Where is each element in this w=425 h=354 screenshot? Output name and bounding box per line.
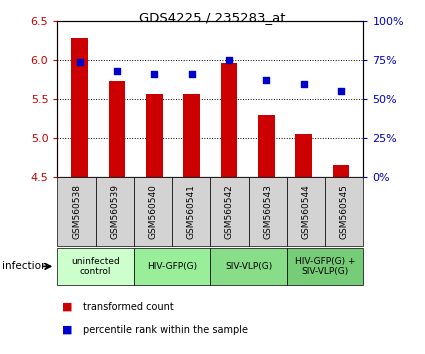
Text: GSM560544: GSM560544 (301, 184, 311, 239)
Bar (172, 177, 210, 246)
Bar (333, 165, 349, 177)
Text: infection: infection (2, 261, 48, 272)
Bar (210, 248, 287, 285)
Bar (71, 38, 88, 177)
Point (300, 81, 307, 86)
Text: ■: ■ (62, 302, 72, 312)
Text: GSM560540: GSM560540 (148, 184, 158, 239)
Bar (134, 177, 172, 246)
Point (151, 72, 158, 77)
Point (263, 78, 270, 83)
Bar (249, 177, 287, 246)
Point (337, 88, 344, 94)
Text: uninfected
control: uninfected control (71, 257, 120, 276)
Text: GSM560541: GSM560541 (187, 184, 196, 239)
Bar (287, 248, 363, 285)
Point (188, 72, 195, 77)
Text: GSM560545: GSM560545 (340, 184, 349, 239)
Bar (258, 115, 275, 177)
Bar (134, 248, 210, 285)
Bar (109, 81, 125, 177)
Text: GDS4225 / 235283_at: GDS4225 / 235283_at (139, 11, 286, 24)
Point (113, 68, 120, 74)
Bar (57, 177, 96, 246)
Text: GSM560542: GSM560542 (225, 184, 234, 239)
Text: SIV-VLP(G): SIV-VLP(G) (225, 262, 272, 271)
Bar (146, 95, 163, 177)
Bar (57, 248, 134, 285)
Bar (96, 177, 134, 246)
Bar (183, 95, 200, 177)
Bar (325, 177, 363, 246)
Text: GSM560539: GSM560539 (110, 184, 119, 239)
Text: transformed count: transformed count (83, 302, 174, 312)
Bar (221, 63, 238, 177)
Text: percentile rank within the sample: percentile rank within the sample (83, 325, 248, 335)
Text: HIV-GFP(G): HIV-GFP(G) (147, 262, 197, 271)
Point (76, 59, 83, 64)
Text: ■: ■ (62, 325, 72, 335)
Text: GSM560543: GSM560543 (263, 184, 272, 239)
Bar (210, 177, 249, 246)
Bar (295, 134, 312, 177)
Text: GSM560538: GSM560538 (72, 184, 81, 239)
Bar (287, 177, 325, 246)
Text: HIV-GFP(G) +
SIV-VLP(G): HIV-GFP(G) + SIV-VLP(G) (295, 257, 355, 276)
Point (226, 57, 232, 63)
